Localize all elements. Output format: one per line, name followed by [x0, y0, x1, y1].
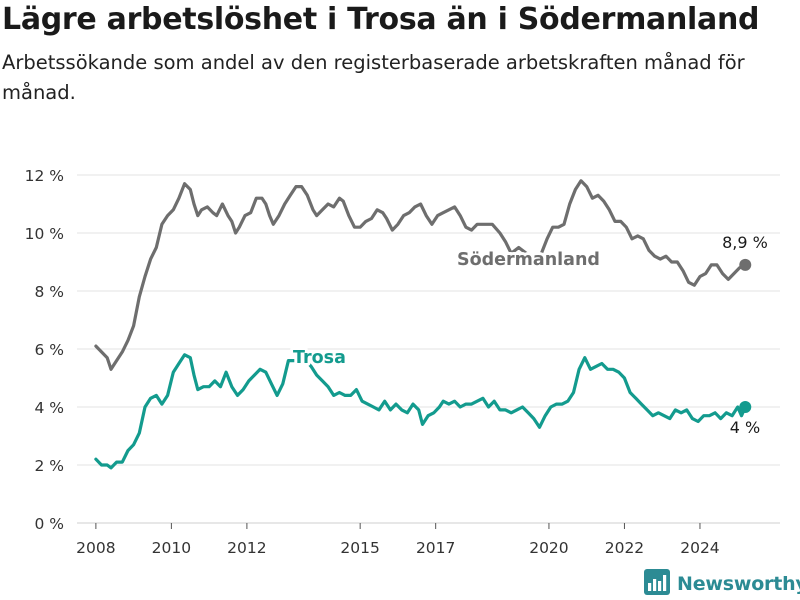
x-tick-label: 2024 [680, 539, 719, 557]
brand-name: Newsworthy [677, 573, 800, 595]
y-tick-label: 2 % [34, 457, 64, 475]
y-tick-label: 12 % [25, 167, 64, 185]
x-axis-ticks: 2008 2010 2012 2015 2017 2020 2022 2024 [76, 523, 720, 557]
y-tick-label: 6 % [34, 341, 64, 359]
brand-logo: Newsworthy [644, 569, 800, 599]
end-value-label-2: 4 % [730, 418, 760, 437]
series-line-2 [94, 353, 747, 470]
x-tick-label: 2012 [227, 539, 266, 557]
y-tick-label: 10 % [25, 225, 64, 243]
x-tick-label: 2020 [529, 539, 568, 557]
series-labels: Södermanland Trosa 8,9 % 4 % [290, 233, 768, 437]
y-axis-ticks: 0 % 2 % 4 % 6 % 8 % 10 % 12 % [25, 167, 64, 533]
x-tick-label: 2015 [340, 539, 379, 557]
x-tick-label: 2017 [416, 539, 455, 557]
series-end-point-1 [739, 258, 752, 271]
y-tick-label: 8 % [34, 283, 64, 301]
x-tick-label: 2008 [76, 539, 115, 557]
x-tick-label: 2022 [605, 539, 644, 557]
series-name-label-2: Trosa [293, 348, 346, 368]
end-value-label-1: 8,9 % [722, 233, 768, 252]
y-tick-label: 4 % [34, 399, 64, 417]
bar-chart-logo-icon [644, 569, 670, 599]
y-tick-label: 0 % [34, 515, 64, 533]
page-title: Lägre arbetslöshet i Trosa än i Söderman… [2, 2, 760, 37]
series-line-1 [94, 179, 747, 371]
x-tick-label: 2010 [152, 539, 191, 557]
series-lines [94, 179, 752, 470]
grid-lines [77, 174, 780, 524]
series-name-label-1: Södermanland [457, 250, 600, 270]
series-end-point-2 [739, 401, 752, 413]
page-subtitle: Arbetssökande som andel av den registerb… [2, 51, 745, 104]
